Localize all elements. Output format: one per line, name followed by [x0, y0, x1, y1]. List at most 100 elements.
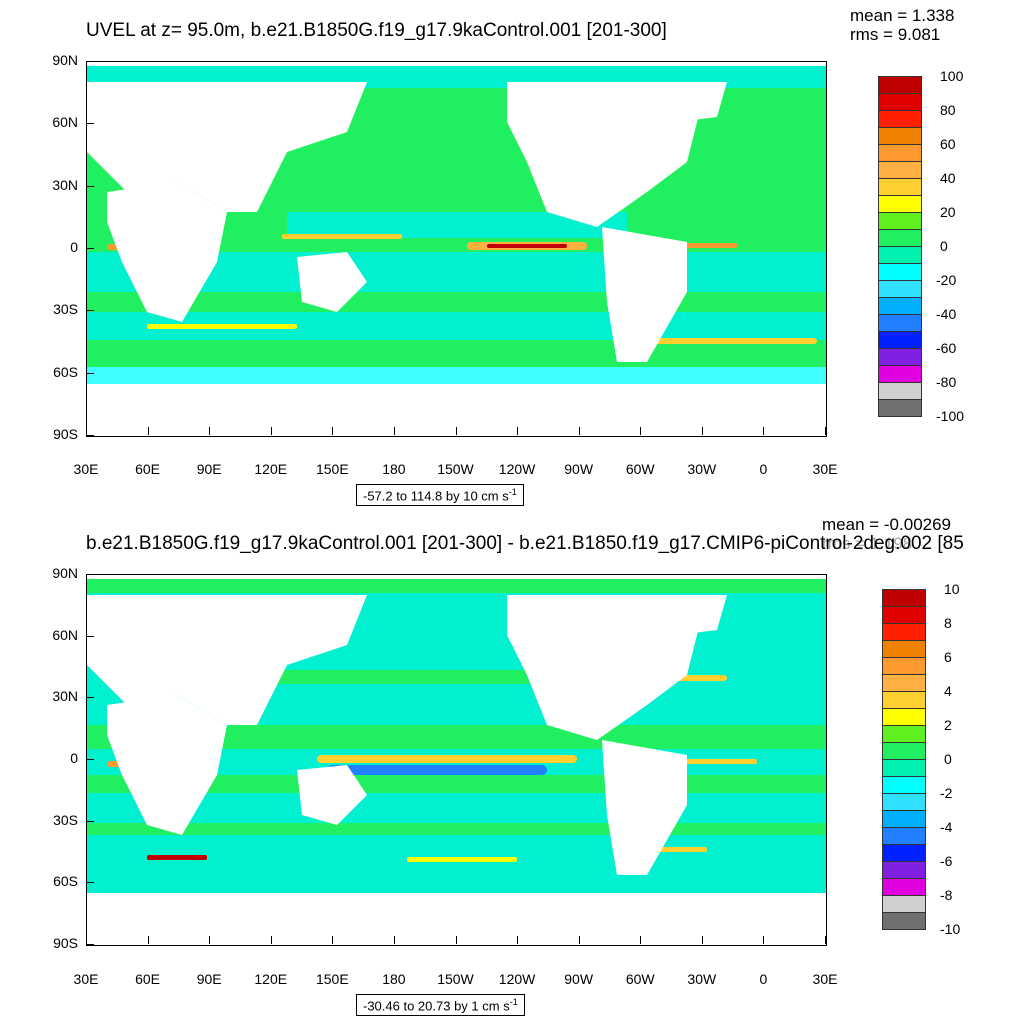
bottom-lon-label: 90E: [196, 971, 222, 987]
top-lon-label: 30E: [812, 461, 838, 477]
colorbar-swatch: [882, 810, 926, 828]
bottom-lon-label: 60E: [135, 971, 161, 987]
colorbar-label: -80: [936, 374, 957, 390]
colorbar-swatch: [882, 844, 926, 862]
colorbar-swatch: [882, 759, 926, 777]
colorbar-swatch: [882, 776, 926, 794]
colorbar-swatch: [882, 742, 926, 760]
colorbar-label: 60: [940, 136, 956, 152]
colorbar-label: 0: [944, 751, 952, 767]
colorbar-swatch: [878, 348, 922, 366]
bottom-mean-stat: mean = -0.00269: [822, 515, 952, 534]
bottom-lon-tick: [455, 936, 457, 944]
bottom-lon-tick: [825, 936, 826, 944]
bottom-lon-tick: [147, 936, 149, 944]
bottom-lon-tick: [763, 936, 765, 944]
top-lon-tick: [701, 427, 703, 435]
colorbar-swatch: [878, 93, 922, 111]
colorbar-label: 40: [940, 170, 956, 186]
colorbar-label: -8: [940, 887, 953, 903]
colorbar-label: -40: [936, 306, 957, 322]
bottom-lon-tick: [86, 936, 87, 944]
bottom-lat-tick: [86, 820, 94, 822]
bottom-rms-stat: rms = 1.198: [822, 534, 913, 553]
top-lon-tick: [209, 427, 211, 435]
colorbar-swatch: [878, 399, 922, 417]
top-lon-tick: [86, 427, 87, 435]
top-lon-label: 60E: [135, 461, 161, 477]
colorbar-swatch: [882, 640, 926, 658]
colorbar-swatch: [882, 623, 926, 641]
colorbar-swatch: [882, 861, 926, 879]
colorbar-label: 80: [940, 102, 956, 118]
bottom-lon-label: 120E: [254, 971, 288, 987]
top-lon-tick: [270, 427, 272, 435]
bottom-lon-label: 30W: [687, 971, 717, 987]
colorbar-swatch: [882, 912, 926, 930]
top-lat-label: 90S: [53, 426, 78, 442]
bottom-lat-label: 90N: [52, 565, 78, 581]
colorbar-swatch: [878, 212, 922, 230]
top-map-field: [87, 62, 826, 436]
top-lat-tick: [86, 185, 94, 187]
bottom-lat-tick: [86, 882, 94, 884]
bottom-lon-tick: [209, 936, 211, 944]
bottom-lon-label: 60W: [625, 971, 655, 987]
colorbar-swatch: [878, 178, 922, 196]
top-lon-label: 0: [759, 461, 768, 477]
bottom-lat-label: 30N: [52, 688, 78, 705]
top-contour-info-box: -57.2 to 114.8 by 10 cm s-1: [356, 484, 524, 507]
colorbar-label: -60: [936, 340, 957, 356]
top-lon-tick: [455, 427, 457, 435]
colorbar-swatch: [878, 263, 922, 281]
colorbar-swatch: [878, 195, 922, 213]
top-contour-info-exponent: -1: [508, 487, 517, 497]
bottom-contour-info-box: -30.46 to 20.73 by 1 cm s-1: [356, 994, 525, 1017]
bottom-lon-tick: [393, 936, 395, 944]
bottom-lon-tick: [640, 936, 642, 944]
colorbar-swatch: [878, 331, 922, 349]
bottom-lon-label: 0: [759, 971, 768, 987]
colorbar-swatch: [882, 895, 926, 913]
bottom-lat-tick: [86, 574, 94, 575]
colorbar-label: -2: [940, 785, 953, 801]
bottom-colorbar: 10 8 6 4 2 0 -2 -4 -6 -8 -10: [882, 581, 960, 937]
bottom-lat-label: 0: [70, 750, 78, 766]
bottom-lon-label: 120W: [498, 971, 536, 987]
colorbar-swatch: [878, 229, 922, 247]
colorbar-swatch: [882, 878, 926, 896]
top-lon-tick: [763, 427, 765, 435]
colorbar-label: -10: [940, 921, 961, 937]
colorbar-swatch: [882, 674, 926, 692]
top-lon-tick: [517, 427, 519, 435]
top-lon-label: 180: [382, 461, 406, 477]
bottom-lon-label: 90W: [564, 971, 594, 987]
top-lon-label: 90W: [564, 461, 594, 477]
bottom-lon-tick: [517, 936, 519, 944]
top-lon-label: 150W: [437, 461, 474, 477]
top-lon-tick: [825, 427, 826, 435]
bottom-lon-label: 30E: [812, 971, 838, 987]
top-lat-tick: [86, 310, 94, 312]
colorbar-label: -100: [936, 408, 965, 424]
top-lat-tick: [86, 248, 94, 249]
bottom-lat-tick: [86, 635, 94, 637]
top-lon-tick: [147, 427, 149, 435]
top-lat-label: 0: [70, 239, 78, 255]
colorbar-swatch: [882, 657, 926, 675]
colorbar-swatch: [878, 365, 922, 383]
top-contour-info-text: -57.2 to 114.8 by 10 cm s: [363, 488, 509, 504]
bottom-lat-label: 90S: [53, 935, 78, 951]
top-rms-stat: rms = 9.081: [850, 25, 941, 44]
top-map-plot: [86, 61, 827, 437]
colorbar-swatch: [878, 280, 922, 298]
top-lon-tick: [332, 427, 334, 435]
colorbar-swatch: [882, 606, 926, 624]
bottom-lat-tick: [86, 697, 94, 699]
top-mean-stat: mean = 1.338: [850, 6, 955, 25]
colorbar-label: 2: [944, 717, 952, 733]
bottom-lon-label: 150W: [437, 971, 474, 987]
colorbar-swatch: [882, 793, 926, 811]
bottom-lon-tick: [270, 936, 272, 944]
top-plot-title: UVEL at z= 95.0m, b.e21.B1850G.f19_g17.9…: [86, 20, 667, 41]
